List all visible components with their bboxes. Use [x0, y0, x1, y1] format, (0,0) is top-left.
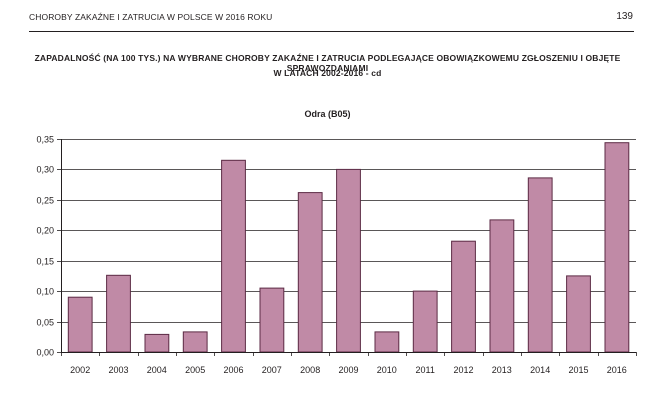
bar-2007: [259, 287, 285, 353]
x-tick-label: 2016: [607, 365, 627, 375]
y-tick-label: 0,15: [36, 257, 54, 267]
bar-2013: [489, 219, 515, 353]
x-tick-label: 2006: [223, 365, 243, 375]
y-tick-label: 0,20: [36, 226, 54, 236]
section-title-line-1: ZAPADALNOŚĆ (NA 100 TYS.) NA WYBRANE CHO…: [34, 53, 621, 73]
section-title-line-2: W LATACH 2002-2016 - cd: [273, 68, 382, 78]
bar-2016: [604, 142, 630, 353]
x-tick-label: 2011: [416, 365, 435, 375]
x-tick-label: 2002: [70, 365, 90, 375]
x-tick-label: 2014: [530, 365, 550, 375]
bar-2012: [451, 240, 476, 353]
x-tick-label: 2012: [453, 365, 473, 375]
bar-2009: [336, 168, 361, 353]
x-tick-label: 2008: [300, 365, 320, 375]
x-tick-label: 2004: [147, 365, 167, 375]
x-tick-label: 2009: [338, 365, 358, 375]
x-tick-label: 2007: [262, 365, 282, 375]
x-tick-label: 2010: [377, 365, 397, 375]
x-tick-label: 2005: [185, 365, 205, 375]
y-tick-label: 0,10: [36, 287, 54, 297]
bar-2005: [182, 331, 208, 353]
bar-2002: [67, 296, 93, 353]
y-tick-label: 0,25: [36, 196, 54, 206]
y-tick-label: 0,05: [36, 318, 54, 328]
x-tick-label: 2003: [108, 365, 128, 375]
x-tick-label: 2013: [492, 365, 512, 375]
bar-2010: [374, 331, 400, 353]
x-tick-label: 2015: [568, 365, 588, 375]
bar-2003: [106, 274, 131, 353]
running-head: CHOROBY ZAKAŹNE I ZATRUCIA W POLSCE W 20…: [29, 12, 273, 22]
bar-2006: [221, 159, 246, 353]
header-rule: [29, 31, 634, 32]
y-tick-label: 0,00: [36, 348, 54, 358]
bar-2011: [412, 290, 438, 353]
bar-2008: [297, 192, 323, 353]
bar-2015: [566, 275, 591, 353]
page-number: 139: [616, 11, 633, 22]
y-tick-label: 0,35: [36, 135, 54, 145]
bar-2014: [527, 177, 553, 353]
bar-2004: [144, 333, 170, 353]
chart-title: Odra (B05): [304, 109, 351, 119]
y-tick-label: 0,30: [36, 165, 54, 175]
